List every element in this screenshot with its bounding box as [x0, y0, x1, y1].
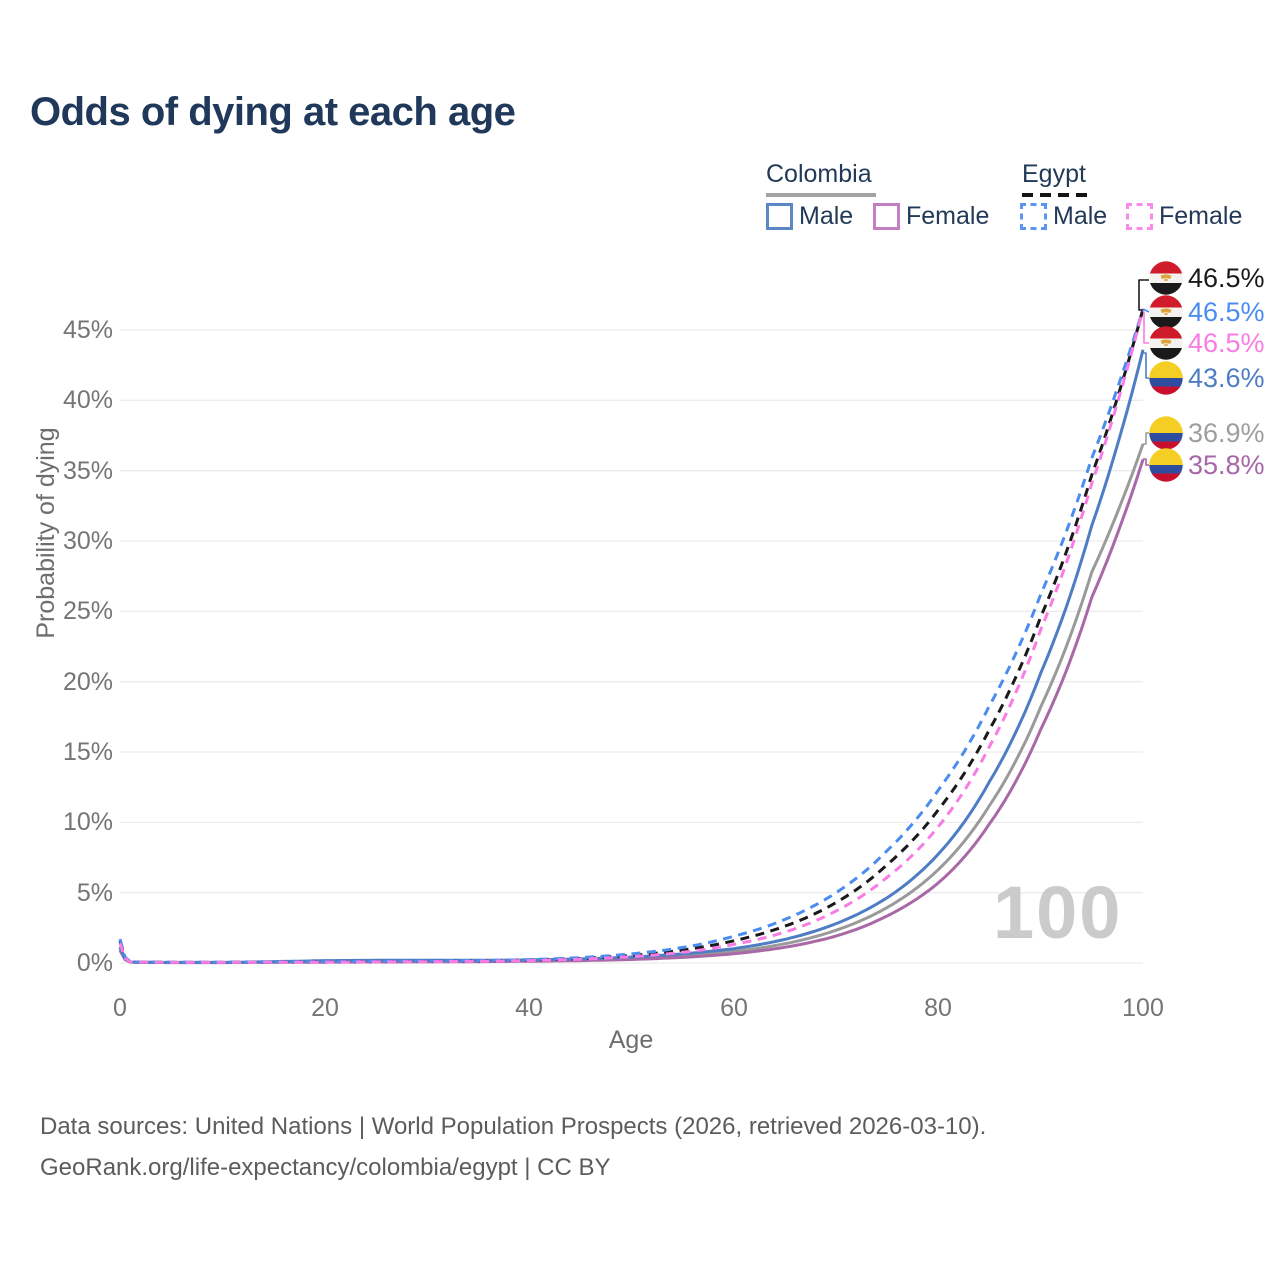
page-title: Odds of dying at each age [30, 90, 516, 134]
end-label-colombia-all: 36.9% [1149, 416, 1265, 450]
legend-group-colombia: Colombia [766, 160, 876, 197]
footer-sources-line: Data sources: United Nations | World Pop… [40, 1113, 987, 1140]
x-tick-80: 80 [924, 994, 952, 1022]
y-tick-10: 10% [62, 808, 113, 836]
end-label-egypt-male: 46.5% [1149, 295, 1265, 329]
y-tick-35: 35% [62, 457, 113, 485]
legend-item-colombia-female: Female [906, 202, 990, 230]
legend-egypt-line-sample [1022, 193, 1092, 197]
colombia-flag-icon [1149, 448, 1183, 482]
legend-item-colombia-male: Male [799, 202, 854, 230]
end-label-egypt-female: 46.5% [1149, 326, 1265, 360]
legend-swatch-colombia-male [766, 203, 793, 230]
x-tick-20: 20 [311, 994, 339, 1022]
legend-group-egypt: Egypt [1022, 160, 1092, 197]
x-tick-60: 60 [720, 994, 748, 1022]
legend-colombia-line-sample [766, 193, 876, 197]
egypt-flag-icon [1149, 261, 1183, 295]
colombia-flag-icon [1149, 361, 1183, 395]
end-label-egypt-all: 46.5% [1149, 261, 1265, 295]
y-tick-15: 15% [62, 738, 113, 766]
legend-swatch-egypt-female [1126, 203, 1153, 230]
legend-item-egypt-male: Male [1053, 202, 1108, 230]
egypt-flag-icon [1149, 326, 1183, 360]
y-tick-0: 0% [76, 949, 113, 977]
footer-attribution-line: GeoRank.org/life-expectancy/colombia/egy… [40, 1154, 611, 1181]
y-tick-40: 40% [62, 386, 113, 414]
egypt-flag-icon [1149, 295, 1183, 329]
legend-swatch-egypt-male [1020, 203, 1047, 230]
y-tick-20: 20% [62, 668, 113, 696]
end-label-colombia-female: 35.8% [1149, 448, 1265, 482]
x-tick-40: 40 [515, 994, 543, 1022]
y-tick-45: 45% [62, 316, 113, 344]
data-sources-footer: Data sources: United Nations | World Pop… [40, 1106, 986, 1188]
y-tick-30: 30% [62, 527, 113, 555]
end-label-colombia-male: 43.6% [1149, 361, 1265, 395]
legend-item-egypt-female: Female [1159, 202, 1243, 230]
colombia-flag-icon [1149, 416, 1183, 450]
legend-colombia-label: Colombia [766, 160, 872, 188]
legend-swatch-colombia-female [873, 203, 900, 230]
x-axis-title: Age [608, 1026, 654, 1054]
legend-egypt-label: Egypt [1022, 160, 1086, 188]
y-tick-25: 25% [62, 597, 113, 625]
y-tick-5: 5% [76, 879, 113, 907]
x-tick-0: 0 [113, 994, 127, 1022]
x-tick-100: 100 [1122, 994, 1164, 1022]
age-highlight-watermark: 100 [993, 871, 1123, 954]
